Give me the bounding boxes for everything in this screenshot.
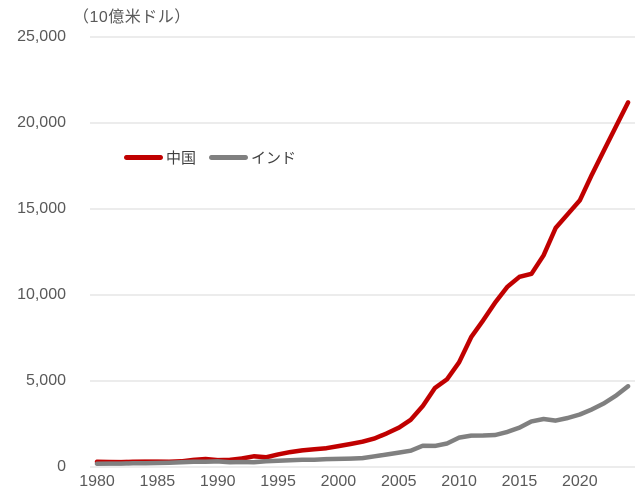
- x-tick-label-2010: 2010: [441, 473, 477, 490]
- y-tick-label-20000: 20,000: [17, 114, 66, 131]
- india-series-line: [94, 383, 631, 467]
- x-tick-label-2015: 2015: [501, 473, 538, 490]
- x-tick-label-1995: 1995: [260, 473, 296, 490]
- india-line-swatch-icon: [209, 155, 249, 160]
- axis-unit-label: （10億米ドル）: [73, 9, 191, 26]
- x-tick-label-2000: 2000: [320, 473, 357, 490]
- y-tick-label-25000: 25,000: [17, 28, 66, 45]
- legend: 中国 インド: [124, 147, 296, 168]
- china-line-swatch-icon: [124, 155, 163, 160]
- x-tick-label-2020: 2020: [562, 473, 598, 490]
- x-tick-label-2005: 2005: [380, 473, 417, 490]
- x-tick-label-1980: 1980: [79, 473, 115, 490]
- y-tick-label-10000: 10,000: [17, 286, 66, 303]
- legend-item-china: 中国: [124, 147, 196, 168]
- legend-label-china: 中国: [166, 150, 197, 167]
- y-tick-label-0: 0: [57, 458, 66, 475]
- legend-item-india: インド: [209, 147, 296, 168]
- y-tick-label-15000: 15,000: [17, 200, 66, 217]
- x-tick-label-1985: 1985: [139, 473, 176, 490]
- legend-label-india: インド: [251, 150, 297, 167]
- y-tick-label-5000: 5,000: [25, 372, 66, 389]
- x-tick-label-1990: 1990: [199, 473, 236, 490]
